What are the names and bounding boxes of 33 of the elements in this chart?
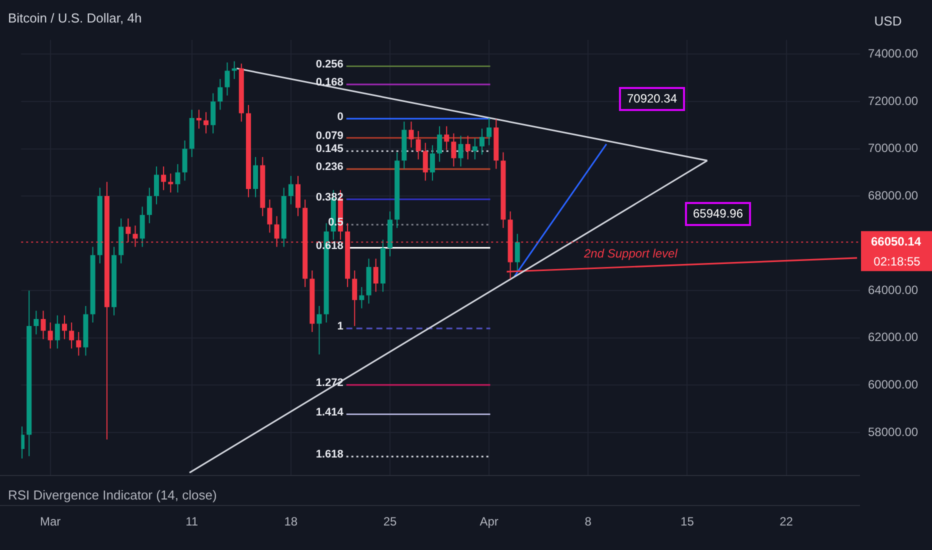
x-tick-label: Apr <box>480 514 498 529</box>
annotation: 0.256 <box>316 58 344 70</box>
annotation: 0.145 <box>316 143 344 156</box>
x-tick-label: 22 <box>780 514 794 529</box>
annotation: 1.618 <box>316 448 344 461</box>
y-tick-label: 58000.00 <box>868 424 918 439</box>
annotation: 0.236 <box>316 161 344 174</box>
y-tick-label: 60000.00 <box>868 377 918 392</box>
y-tick-label: 70000.00 <box>868 141 918 156</box>
x-tick-label: 15 <box>680 514 694 529</box>
y-tick-label: 64000.00 <box>868 282 918 297</box>
text: USD <box>874 14 902 29</box>
text: RSI Divergence Indicator (14, close) <box>8 488 217 503</box>
y-tick-label: 74000.00 <box>868 46 918 60</box>
ref-line-label: 66050.14 <box>870 234 922 248</box>
annotation: 65949.96 <box>692 206 744 220</box>
text: 02:18:55 <box>874 254 921 268</box>
x-tick-label: 25 <box>383 514 397 529</box>
x-tick-label: 11 <box>186 514 198 529</box>
y-tick-label: 72000.00 <box>868 94 918 108</box>
annotation: 1.414 <box>316 406 344 418</box>
annotation: 0 <box>337 110 344 123</box>
y-tick-label: 62000.00 <box>868 330 918 344</box>
y-tick-label: 68000.00 <box>868 188 918 202</box>
chart-title: Bitcoin / U.S. Dollar, 4h <box>8 10 142 26</box>
x-tick-label: Mar <box>40 514 61 529</box>
x-tick-label: 8 <box>584 514 592 529</box>
annotation: 0.168 <box>316 76 344 88</box>
annotation: 2nd Support level <box>583 246 678 260</box>
annotation: 0.079 <box>316 130 344 142</box>
annotation: 70920.34 <box>626 91 678 106</box>
x-tick-label: 18 <box>284 514 298 529</box>
annotation: 1 <box>337 320 344 332</box>
